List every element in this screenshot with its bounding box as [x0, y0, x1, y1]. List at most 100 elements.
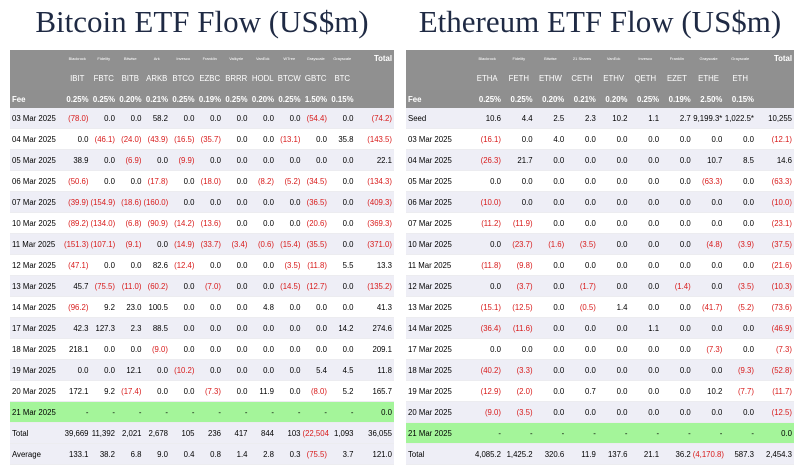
fee-cell: 0.25%	[223, 90, 250, 108]
flow-cell: (0.5)	[566, 296, 598, 318]
flow-cell: 0.0	[597, 275, 630, 297]
flow-cell: 0.0	[302, 338, 329, 360]
row-date: 18 Mar 2025	[10, 338, 64, 360]
flow-cell: 0.0	[534, 170, 567, 192]
row-date: 17 Mar 2025	[10, 317, 64, 339]
flow-cell: 0.0	[170, 170, 197, 192]
fee-cell: 0.21%	[566, 90, 598, 108]
flow-cell: 0.0	[661, 401, 693, 423]
row-total-cell: (10.0)	[755, 191, 794, 213]
flow-cell: 0.0	[117, 338, 144, 360]
flow-cell: 0.0	[661, 191, 693, 213]
ethereum-etf-panel: Ethereum ETF Flow (US$m) Blackrock Fideli…	[406, 0, 794, 465]
flow-cell: 8.5	[724, 149, 756, 171]
summary-label: Total	[10, 422, 64, 444]
flow-cell: 0.0	[276, 212, 303, 234]
row-date: 17 Mar 2025	[406, 338, 472, 360]
issuer-header-row: Blackrock Fidelity Bitwise 21 Shares VanEck I…	[406, 50, 794, 66]
flow-cell: 0.0	[597, 128, 630, 150]
ticker-ezet: EZET	[661, 66, 693, 90]
flow-cell: 0.0	[597, 233, 630, 255]
flow-cell: 0.0	[170, 191, 197, 213]
flow-cell: 0.0	[534, 212, 567, 234]
flow-cell: -	[64, 401, 91, 423]
flow-cell: (7.3)	[692, 338, 725, 360]
flow-cell: 0.0	[661, 128, 693, 150]
flow-cell: 0.0	[117, 254, 144, 276]
flow-cell: 2.3	[566, 108, 598, 129]
fee-row: Fee 0.25% 0.25% 0.20% 0.21% 0.25% 0.19% 0.25% 0.…	[10, 90, 394, 108]
bitcoin-etf-flow-table: Blackrock Fidelity Bitwise Ark Invesco Frankl…	[10, 50, 394, 465]
summary-cell: 36.2	[661, 443, 693, 465]
row-total-cell: (12.5)	[755, 401, 794, 423]
flow-cell: 0.0	[249, 149, 276, 171]
issuer-name: Fidelity	[90, 50, 117, 66]
flow-cell: -	[566, 422, 598, 444]
flow-row: 03 Mar 2025 (78.0) 0.0 0.0 58.2 0.0 0.0 0.0 0.0 0…	[10, 108, 394, 129]
flow-cell: (35.5)	[302, 233, 329, 255]
flow-cell: (6.8)	[117, 212, 144, 234]
flow-row: 05 Mar 2025 38.9 0.0 (6.9) 0.0 (9.9) 0.0 0.0 0.0…	[10, 149, 394, 171]
issuer-name: Bitwise	[117, 50, 144, 66]
summary-cell: 11,392	[90, 422, 117, 444]
flow-row: Seed 10.6 4.4 2.5 2.3 10.2 1.1 2.7 9,199.3* 1,022…	[406, 108, 794, 129]
flow-cell: 0.0	[692, 191, 725, 213]
flow-cell: -	[629, 422, 662, 444]
flow-cell: (17.4)	[117, 380, 144, 402]
flow-cell: (96.2)	[64, 296, 91, 318]
flow-cell: (18.0)	[196, 170, 223, 192]
flow-cell: 0.0	[629, 338, 662, 360]
flow-cell: 0.0	[471, 170, 503, 192]
flow-cell: (13.1)	[276, 128, 303, 150]
summary-cell: 844	[249, 422, 276, 444]
flow-cell: (12.4)	[170, 254, 197, 276]
row-total-cell: (23.1)	[755, 212, 794, 234]
flow-cell: (24.0)	[117, 128, 144, 150]
flow-cell: (36.5)	[302, 191, 329, 213]
flow-cell: -	[143, 401, 170, 423]
row-date: 06 Mar 2025	[406, 191, 472, 213]
flow-cell: 0.0	[566, 401, 598, 423]
flow-cell: 0.0	[534, 317, 567, 339]
flow-cell: 1,022.5*	[724, 108, 756, 129]
flow-row: 12 Mar 2025 (47.1) 0.0 0.0 82.6 (12.4) 0.0 0.0 0…	[10, 254, 394, 276]
row-total-cell: 41.3	[355, 296, 394, 318]
summary-cell: 133.1	[64, 443, 91, 465]
flow-row: 06 Mar 2025 (10.0) 0.0 0.0 0.0 0.0 0.0 0.0 0.0 0.…	[406, 191, 794, 213]
row-total-cell: 22.1	[355, 149, 394, 171]
flow-cell: 0.0	[223, 380, 250, 402]
flow-cell: -	[302, 401, 329, 423]
flow-cell: (9.0)	[143, 338, 170, 360]
flow-cell: (1.6)	[534, 233, 567, 255]
flow-cell: (13.6)	[196, 212, 223, 234]
row-total-cell: 0.0	[755, 422, 794, 444]
flow-row: 19 Mar 2025 (12.9) (2.0) 0.0 0.7 0.0 0.0 0.0 10.…	[406, 380, 794, 402]
summary-label: Total	[406, 443, 472, 465]
row-total-cell: (52.8)	[755, 359, 794, 381]
flow-cell: 0.0	[566, 317, 598, 339]
flow-cell: 0.0	[196, 254, 223, 276]
fee-cell: 0.15%	[329, 90, 356, 108]
flow-cell: (3.5)	[724, 275, 756, 297]
fee-cell: 0.25%	[90, 90, 117, 108]
flow-cell: 172.1	[64, 380, 91, 402]
flow-cell: 0.0	[249, 128, 276, 150]
ticker-etha: ETHA	[471, 66, 503, 90]
summary-cell: 2,454.3	[755, 443, 794, 465]
ticker-btcw: BTCW	[276, 66, 303, 90]
flow-cell: (3.5)	[502, 401, 535, 423]
ticker-gbtc: GBTC	[302, 66, 329, 90]
flow-cell: 0.0	[223, 128, 250, 150]
fee-cell	[355, 90, 394, 108]
flow-cell: 0.0	[143, 149, 170, 171]
issuer-header-blank	[406, 50, 472, 66]
summary-cell: 2,021	[117, 422, 144, 444]
summary-cell: 105	[170, 422, 197, 444]
flow-cell: 58.2	[143, 108, 170, 129]
flow-cell: 0.0	[534, 296, 567, 318]
issuer-name: Grayscale	[724, 50, 756, 66]
flow-cell: 0.0	[629, 359, 662, 381]
flow-cell: 0.0	[597, 170, 630, 192]
flow-cell: 218.1	[64, 338, 91, 360]
flow-cell: (5.2)	[724, 296, 756, 318]
